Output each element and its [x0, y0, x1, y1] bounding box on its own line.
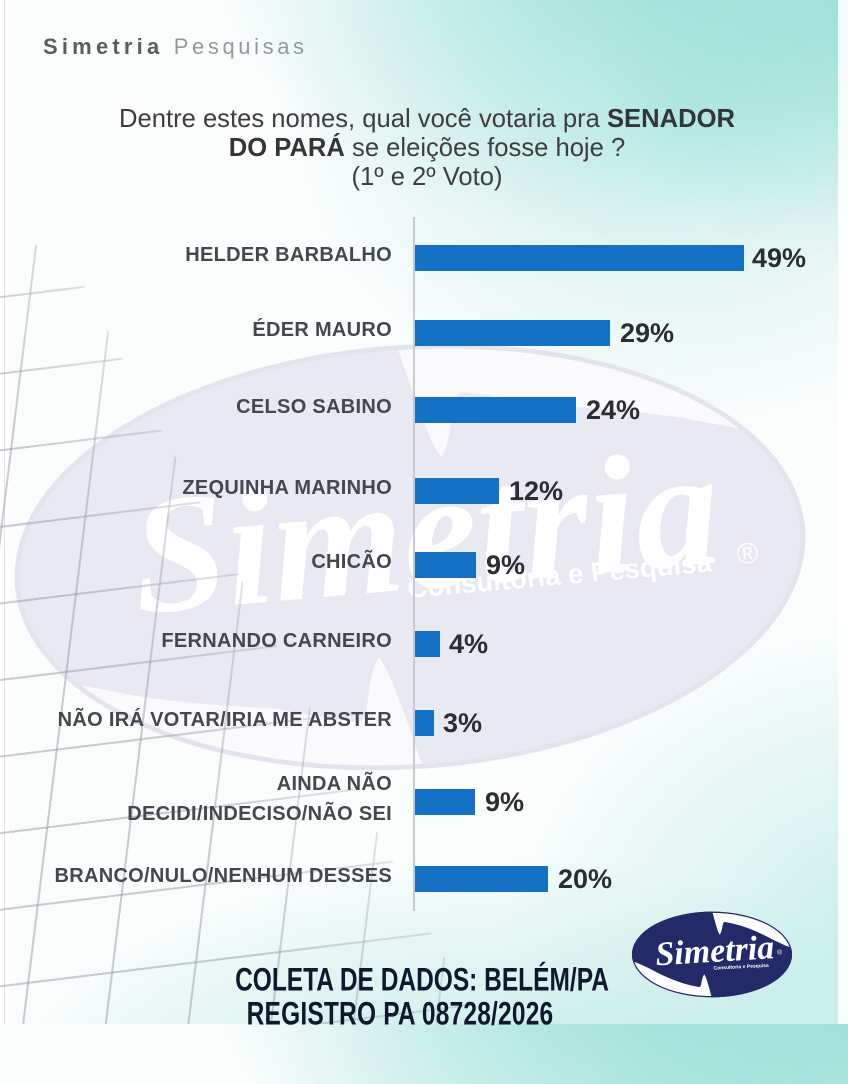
svg-text:Simetria: Simetria [654, 929, 775, 973]
svg-text:Consultoria e Pesquisa: Consultoria e Pesquisa [713, 963, 769, 972]
svg-text:®: ® [777, 949, 782, 957]
svg-text:®: ® [735, 537, 759, 571]
